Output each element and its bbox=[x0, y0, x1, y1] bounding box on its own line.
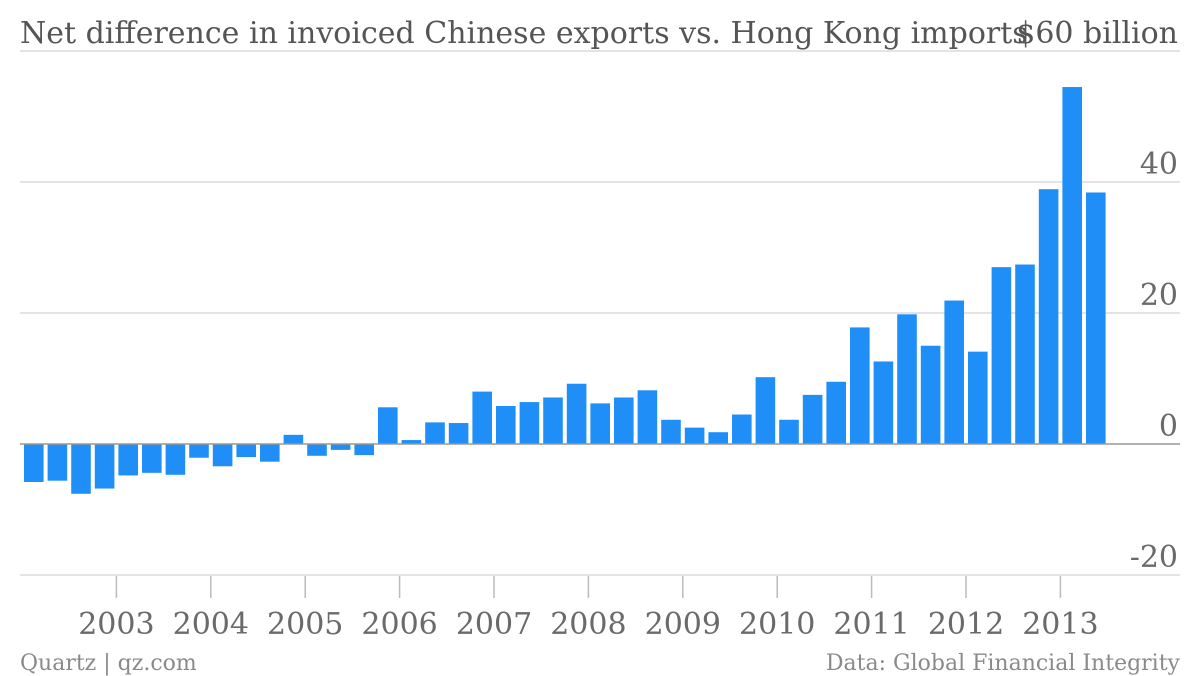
bar bbox=[307, 444, 327, 456]
bar bbox=[1038, 189, 1059, 444]
bar bbox=[142, 444, 162, 473]
bar bbox=[401, 440, 422, 444]
bar bbox=[802, 394, 823, 444]
bar bbox=[897, 314, 917, 444]
x-tick-label: 2009 bbox=[645, 607, 721, 642]
x-tick-label: 2006 bbox=[361, 607, 437, 642]
x-tick-label: 2012 bbox=[928, 607, 1004, 642]
bar bbox=[873, 361, 894, 444]
bar bbox=[212, 444, 233, 467]
bar bbox=[425, 422, 445, 444]
bar bbox=[47, 444, 68, 481]
data-source: Data: Global Financial Integrity bbox=[826, 651, 1181, 676]
bar bbox=[519, 402, 540, 444]
x-tick-label: 2005 bbox=[267, 607, 343, 642]
y-axis-unit-label: $60 billion bbox=[1016, 16, 1178, 51]
y-tick-label: 0 bbox=[1159, 409, 1178, 444]
bar bbox=[189, 444, 209, 458]
bar bbox=[260, 444, 280, 462]
y-tick-label: 20 bbox=[1140, 278, 1178, 313]
bar bbox=[826, 381, 846, 444]
source-credit: Quartz | qz.com bbox=[20, 651, 197, 676]
bar bbox=[684, 427, 705, 444]
bar bbox=[448, 423, 469, 444]
bar bbox=[330, 444, 351, 450]
x-axis-labels: 2003 2004 2005 2006 2007 2008 2009 2010 2011 2012… bbox=[78, 576, 1099, 642]
bar bbox=[496, 406, 516, 444]
bar bbox=[779, 419, 799, 444]
x-tick-label: 2013 bbox=[1022, 607, 1098, 642]
y-tick-label: 40 bbox=[1140, 147, 1178, 182]
x-tick-label: 2010 bbox=[739, 607, 815, 642]
bar bbox=[1062, 87, 1082, 445]
bar bbox=[24, 444, 44, 482]
x-tick-label: 2003 bbox=[78, 607, 154, 642]
bar bbox=[991, 267, 1012, 444]
bar bbox=[94, 444, 115, 489]
bar bbox=[850, 327, 870, 444]
bar bbox=[378, 407, 398, 444]
bar bbox=[755, 377, 776, 444]
bar bbox=[1086, 192, 1106, 444]
bar bbox=[71, 444, 91, 494]
bar bbox=[944, 300, 964, 444]
bar bbox=[732, 414, 752, 444]
bar bbox=[708, 432, 728, 444]
x-tick-label: 2004 bbox=[173, 607, 249, 642]
bar bbox=[543, 397, 563, 444]
bar bbox=[118, 444, 138, 476]
y-tick-label: -20 bbox=[1130, 540, 1178, 575]
bar bbox=[661, 419, 681, 444]
bar bbox=[566, 383, 587, 444]
bar bbox=[236, 444, 256, 458]
bar bbox=[920, 345, 941, 444]
bar bbox=[637, 390, 658, 444]
bars bbox=[24, 87, 1106, 494]
bar bbox=[968, 351, 988, 444]
gridlines bbox=[20, 50, 1180, 576]
bar bbox=[590, 403, 610, 444]
bar bbox=[165, 444, 186, 475]
bar bbox=[354, 444, 374, 456]
x-tick-label: 2008 bbox=[550, 607, 626, 642]
bar bbox=[283, 434, 304, 444]
bar bbox=[472, 391, 492, 444]
bar bbox=[614, 397, 634, 444]
x-tick-label: 2011 bbox=[833, 607, 909, 642]
y-axis-labels: $60 billion 40 20 0 -20 bbox=[1016, 16, 1178, 575]
x-tick-label: 2007 bbox=[456, 607, 532, 642]
bar bbox=[1015, 264, 1035, 444]
chart-title: Net difference in invoiced Chinese expor… bbox=[20, 16, 1028, 51]
